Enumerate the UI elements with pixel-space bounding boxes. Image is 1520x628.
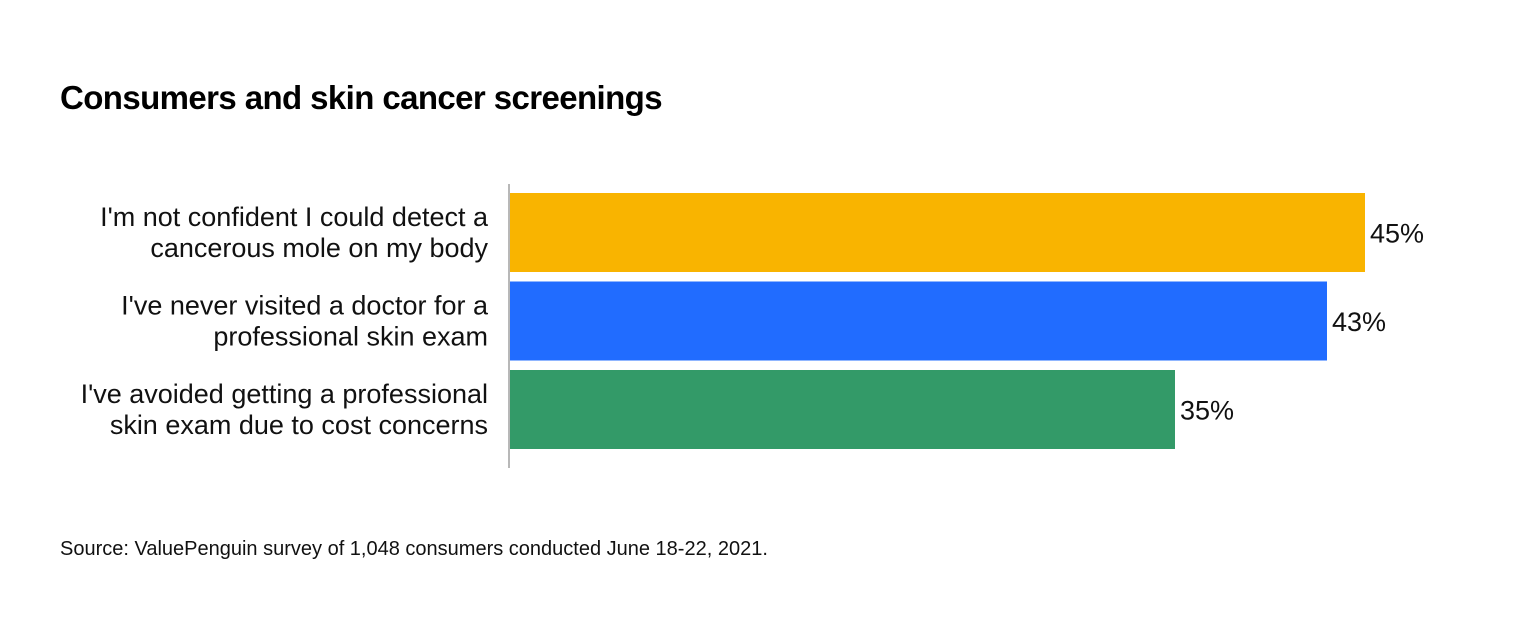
category-label-1: I'm not confident I could detect a cancer… (100, 202, 489, 263)
bar-1 (510, 193, 1365, 272)
category-label-3: I've avoided getting a professional skin … (81, 379, 488, 440)
bar-3 (510, 370, 1175, 449)
source-note: Source: ValuePenguin survey of 1,048 con… (60, 538, 768, 560)
category-label-2: I've never visited a doctor for a profess… (121, 291, 489, 352)
bar-2 (510, 281, 1327, 361)
value-label-3: 35% (1180, 396, 1234, 426)
value-label-1: 45% (1370, 219, 1424, 249)
value-label-2: 43% (1332, 307, 1386, 337)
chart-title: Consumers and skin cancer screenings (60, 79, 663, 116)
bars-layer: 45% I'm not confident I could detect a can… (81, 193, 1424, 449)
